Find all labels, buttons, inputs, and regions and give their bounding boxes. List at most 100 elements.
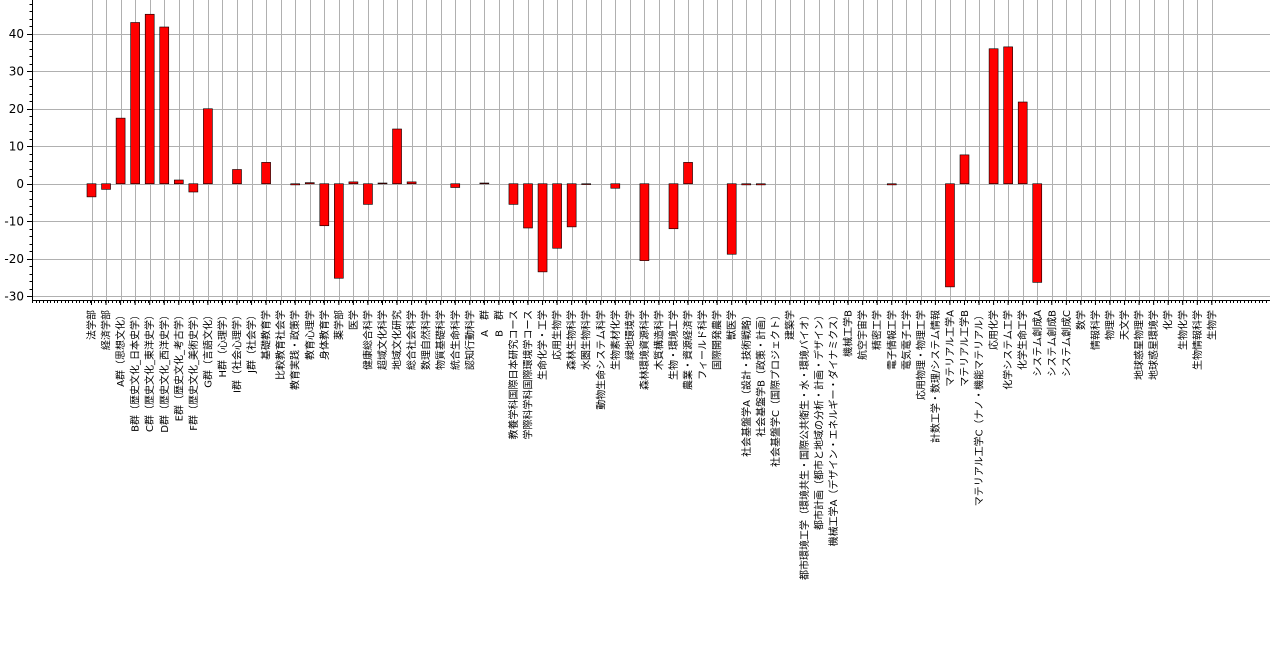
x-tick-label: 電気電子工学 [900,310,913,370]
bar [479,182,490,185]
x-tick-label: 総合社会科学 [405,310,418,370]
bar [1032,183,1043,283]
x-tick-label: 社会基盤学B（政策・計画） [754,310,767,437]
x-tick-label: 化学システム工学 [1002,310,1015,390]
x-tick-label: 応用生物学 [551,310,564,360]
y-tick-label: -20 [4,252,24,266]
x-tick-label: 計数工学・数理/システム情報 [929,310,942,443]
x-tick-label: E群（歴史文化_考古学） [172,310,185,421]
gridlines [32,0,1270,300]
x-tick-label: 基礎教育学 [260,310,273,360]
x-tick-label: 天文学 [1118,310,1131,340]
x-tick-label: I群（社会心理学） [231,310,244,393]
x-tick-label: 物理学 [1104,310,1117,340]
x-tick-label: 航空宇宙学 [856,310,869,360]
x-tick-label: 化学生命工学 [1016,310,1029,370]
x-tick-label: 機械工学A（デザイン・エネルギー・ダイナミクス） [827,310,840,546]
bars [86,13,1043,288]
x-tick-label: 経済学部 [100,310,113,350]
bar [639,183,650,261]
x-tick-label: システム創成B [1046,310,1058,377]
bar [115,117,126,185]
bar [304,182,315,185]
x-tick-label: 木質構造科学 [652,310,665,370]
bar [959,154,970,185]
x-tick-label: 地球惑星物理学 [1133,310,1146,380]
bar [406,181,417,185]
x-tick-label: 薬学部 [332,310,345,340]
x-tick-label: 生物学 [1205,310,1218,340]
x-tick-label: 都市環境工学（環境共生・国際公共衛生・水・環境バイオ） [798,310,811,580]
x-tick-label: 教育心理学 [303,310,316,360]
x-tick-label: 教育実践・政策学 [289,310,302,390]
bar [523,183,533,229]
x-tick-label: 超域文化科学 [376,310,389,370]
bar [348,181,359,185]
x-tick-label: 精密工学 [871,310,884,350]
x-tick-label: 社会基盤学C（国際プロジェクト） [769,310,782,467]
bar [377,182,388,185]
x-tick-label: 地域文化研究 [391,310,404,370]
axes [27,0,1270,305]
x-tick-label: D群（歴史文化_西洋史学） [158,310,171,433]
bar [726,183,737,255]
bar [552,183,562,249]
x-tick-label: H群（心理学） [216,310,229,378]
y-tick-label: -10 [4,214,24,228]
x-tick-label: 化学 [1162,310,1175,330]
y-tick-label: 0 [16,177,24,191]
y-tick-label: 10 [9,139,24,153]
x-tick-label: マテリアル工学B [958,310,971,387]
x-tick-label: 生命化学・工学 [536,310,549,380]
x-tick-label: A 群 [478,310,491,337]
bar [886,183,897,186]
x-tick-label: システム創成A [1032,310,1044,377]
x-tick-label: B群（歴史文化_日本史学） [129,310,142,432]
bar [86,183,97,198]
x-tick-label: 医学 [347,310,360,330]
x-tick-label: 国際開発農学 [711,310,724,370]
x-tick-label: 建築学 [783,310,796,340]
x-tick-label: C群（歴史文化_東洋史学） [143,310,156,432]
bar [988,48,999,185]
bar [1017,101,1028,185]
bar [945,183,955,288]
bar [334,183,344,279]
x-tick-label: 電子情報工学 [885,310,898,370]
bar [203,108,213,185]
x-tick-label: 法学部 [85,310,98,340]
bar [159,26,170,185]
bar [610,183,621,189]
bar [741,183,752,186]
y-tick-labels: -30 -20 -10 0 10 20 30 40 [4,27,24,303]
bar [101,183,111,190]
x-tick-label: 都市計画（都市と地域の分析・計画・デザイン） [813,310,826,530]
x-tick-label: J群（社会学） [245,310,258,374]
x-tick-label: 地球惑星環境学 [1147,310,1160,380]
x-tick-label: 応用物理・物理工学 [914,310,927,400]
bar [392,128,402,185]
x-tick-label: F群（歴史文化_美術史学） [187,310,200,431]
bar [144,13,155,185]
bar [232,169,242,185]
bar [450,183,461,188]
bar [130,22,140,185]
bar [508,183,519,205]
x-tick-label: 教養学科国際日本研究コース [507,310,520,440]
bar [174,179,184,185]
x-tick-label: 社会基盤学A（設計・技術戦略） [740,310,753,457]
x-tick-label: 健康総合科学 [361,310,374,370]
x-tick-label: 機械工学B [842,310,855,357]
x-tick-label: 生物・環境工学 [667,310,680,380]
x-tick-label: 動物生命システム科学 [594,310,607,410]
bar [290,183,301,186]
bar [1003,46,1013,185]
y-tick-label: 40 [9,27,24,41]
x-tick-label: 数理自然科学 [420,310,433,370]
x-tick-label: 数学 [1074,310,1087,330]
bar [188,183,199,193]
x-tick-label: 統合生命科学 [449,310,462,370]
x-tick-label: システム創成C [1061,310,1073,377]
x-tick-label: 学際科学科国際環境学コース [522,310,535,440]
